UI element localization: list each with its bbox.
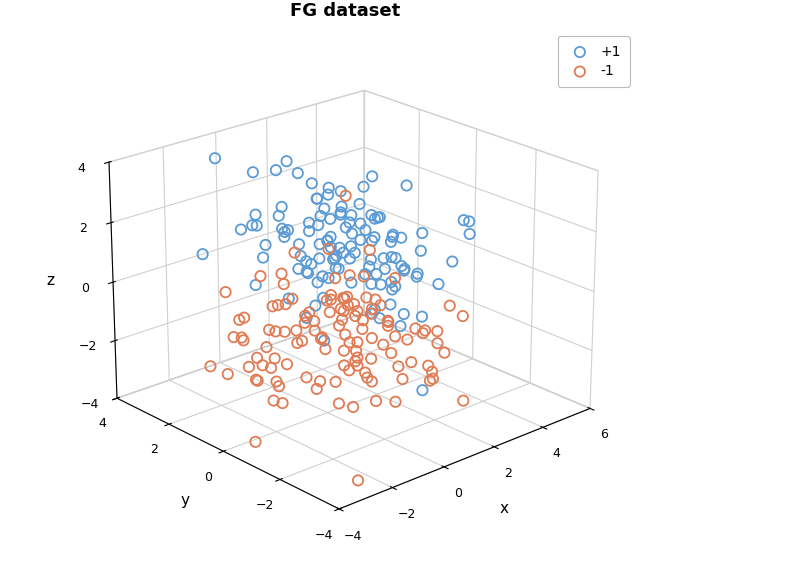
X-axis label: x: x [500, 500, 509, 516]
Title: FG dataset: FG dataset [290, 2, 400, 19]
Y-axis label: y: y [180, 493, 189, 508]
Legend: +1, -1: +1, -1 [557, 36, 630, 86]
